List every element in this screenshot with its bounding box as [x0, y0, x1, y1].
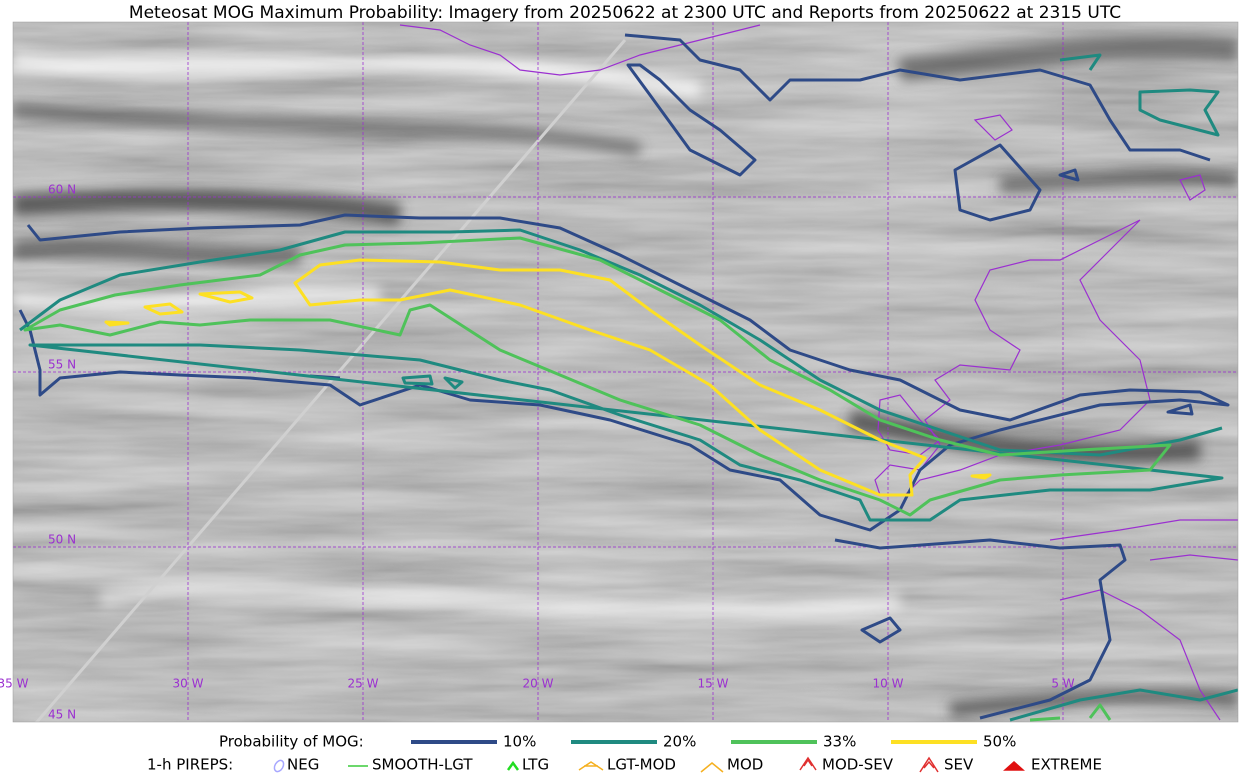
lat-label: 55 N — [48, 358, 76, 372]
geo-labels: 60 N 55 N 50 N 45 N 35 W 30 W 25 W 20 W 15 W 10 W… — [0, 183, 1075, 722]
legend-label: 33% — [823, 733, 856, 751]
probability-legend: 10% 20% 33% 50% — [411, 733, 1016, 751]
lat-label: 50 N — [48, 533, 76, 547]
pirep-label: SMOOTH-LGT — [372, 756, 473, 774]
lon-label: 5 W — [1051, 677, 1074, 691]
pirep-label: MOD — [727, 756, 763, 774]
legend-label: 50% — [983, 733, 1016, 751]
lon-label: 20 W — [523, 677, 554, 691]
lon-label: 35 W — [0, 677, 29, 691]
lat-label: 45 N — [48, 708, 76, 722]
pirep-label: EXTREME — [1031, 756, 1102, 774]
pirep-label: NEG — [287, 756, 319, 774]
graticule — [13, 22, 1238, 722]
probability-label: Probability of MOG: — [219, 733, 364, 751]
title: Meteosat MOG Maximum Probability: Imager… — [129, 3, 1121, 23]
lon-label: 10 W — [873, 677, 904, 691]
pirep-label: MOD-SEV — [822, 756, 894, 774]
lon-label: 25 W — [348, 677, 379, 691]
legend-label: 10% — [503, 733, 536, 751]
satellite-map — [13, 22, 1238, 722]
contours — [18, 33, 1238, 722]
legend-label: 20% — [663, 733, 696, 751]
pirep-label: LGT-MOD — [607, 756, 676, 774]
pirep-label: SEV — [944, 756, 974, 774]
lon-label: 30 W — [173, 677, 204, 691]
pirep-label: LTG — [522, 756, 549, 774]
pireps-legend: NEG SMOOTH-LGT LTG LGT-MOD MOD MOD-SEV SEV EXTR… — [287, 756, 1102, 774]
lat-label: 60 N — [48, 183, 76, 197]
coastlines — [399, 24, 1238, 721]
pireps-label: 1-h PIREPS: — [147, 756, 233, 774]
lon-label: 15 W — [698, 677, 729, 691]
pirep-icons — [273, 756, 1025, 773]
